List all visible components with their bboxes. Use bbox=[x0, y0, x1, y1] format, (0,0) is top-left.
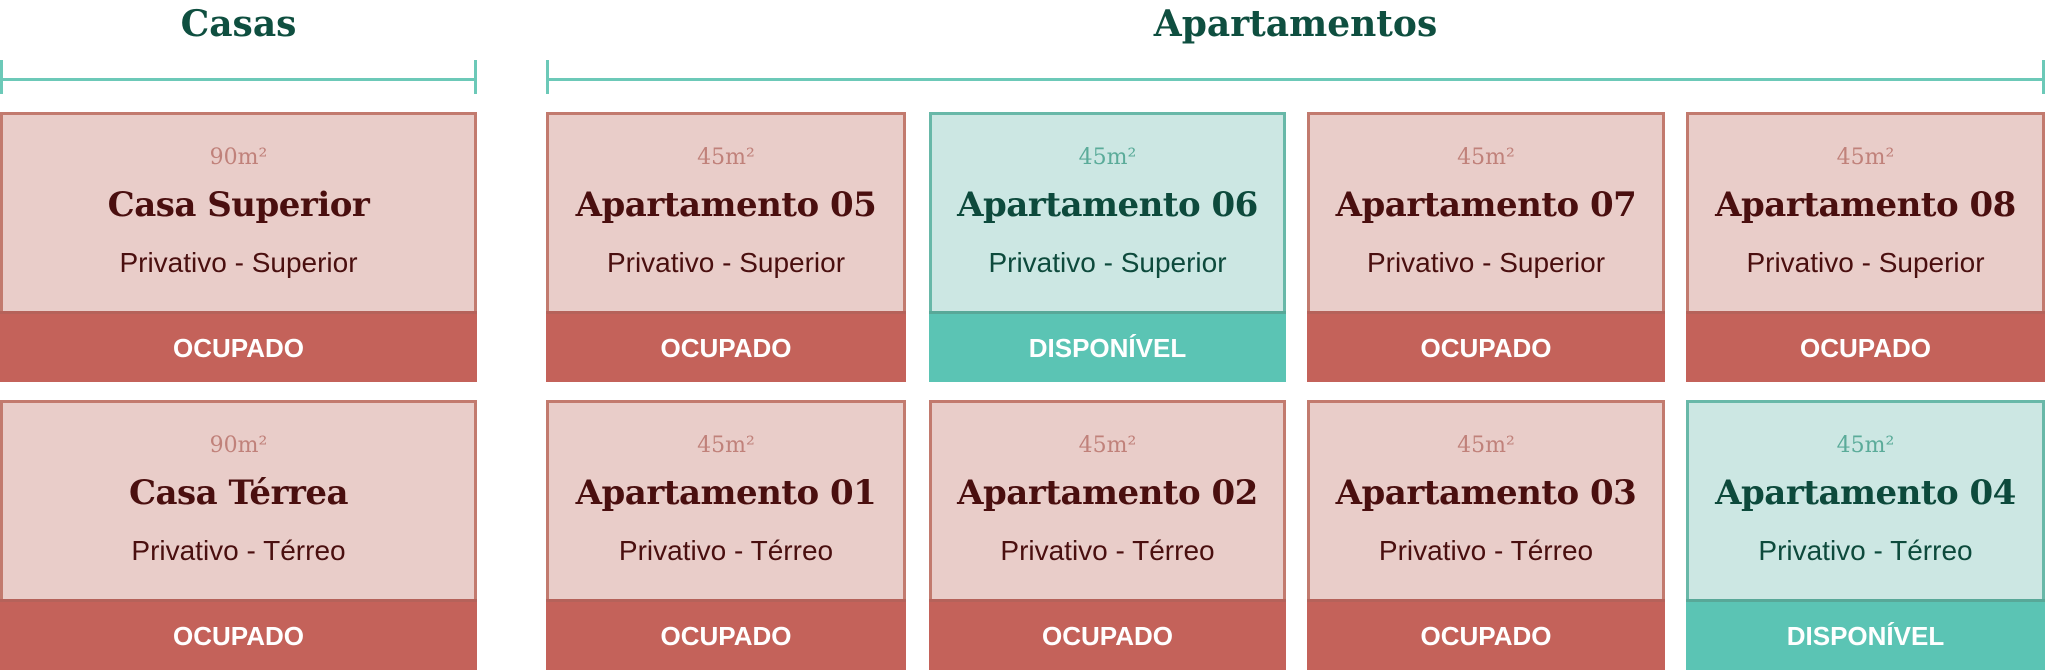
unit-name: Apartamento 07 bbox=[1335, 185, 1637, 225]
unit-area: 45m² bbox=[1078, 145, 1137, 170]
unit-type: Privativo - Térreo bbox=[131, 535, 346, 566]
status-badge: OCUPADO bbox=[0, 599, 477, 670]
unit-name: Apartamento 06 bbox=[957, 185, 1258, 225]
unit-name: Casa Térrea bbox=[128, 473, 349, 513]
unit-type: Privativo - Superior bbox=[988, 247, 1227, 278]
status-badge: OCUPADO bbox=[1307, 599, 1665, 670]
unit-area: 45m² bbox=[697, 145, 755, 170]
unit-type: Privativo - Superior bbox=[119, 247, 358, 278]
unit-card-apartamento-07[interactable]: 45m² Apartamento 07 Privativo - Superior OC… bbox=[1307, 112, 1665, 382]
apartamentos-bracket-divider bbox=[546, 60, 2045, 94]
status-badge: OCUPADO bbox=[929, 599, 1286, 670]
unit-type: Privativo - Superior bbox=[1746, 247, 1985, 278]
unit-area: 90m² bbox=[209, 433, 268, 458]
unit-card-apartamento-05[interactable]: 45m² Apartamento 05 Privativo - Superior OC… bbox=[546, 112, 906, 382]
status-badge: OCUPADO bbox=[546, 311, 906, 382]
unit-name: Apartamento 01 bbox=[575, 473, 877, 513]
unit-card-apartamento-08[interactable]: 45m² Apartamento 08 Privativo - Superior OC… bbox=[1686, 112, 2045, 382]
unit-area: 45m² bbox=[1836, 433, 1895, 458]
unit-card-apartamento-01[interactable]: 45m² Apartamento 01 Privativo - Térreo OCUP… bbox=[546, 400, 906, 670]
unit-card-casa-superior[interactable]: 90m² Casa Superior Privativo - Superior OCU… bbox=[0, 112, 477, 382]
unit-area: 45m² bbox=[1836, 145, 1895, 170]
unit-card-apartamento-02[interactable]: 45m² Apartamento 02 Privativo - Térreo OCUP… bbox=[929, 400, 1286, 670]
unit-area: 45m² bbox=[1457, 145, 1515, 170]
unit-area: 45m² bbox=[697, 433, 755, 458]
unit-area: 45m² bbox=[1457, 433, 1515, 458]
unit-name: Apartamento 03 bbox=[1335, 473, 1637, 513]
unit-name: Apartamento 08 bbox=[1715, 185, 2016, 225]
group-title-casas: Casas bbox=[180, 3, 297, 45]
unit-name: Apartamento 05 bbox=[575, 185, 877, 225]
status-badge: OCUPADO bbox=[0, 311, 477, 382]
unit-name: Casa Superior bbox=[107, 185, 370, 225]
unit-type: Privativo - Térreo bbox=[1378, 535, 1594, 566]
unit-card-apartamento-03[interactable]: 45m² Apartamento 03 Privativo - Térreo OCUP… bbox=[1307, 400, 1665, 670]
unit-type: Privativo - Superior bbox=[1366, 247, 1606, 278]
unit-card-apartamento-04[interactable]: 45m² Apartamento 04 Privativo - Térreo DISP… bbox=[1686, 400, 2045, 670]
unit-type: Privativo - Superior bbox=[606, 247, 846, 278]
status-badge: OCUPADO bbox=[1686, 311, 2045, 382]
unit-name: Apartamento 02 bbox=[957, 473, 1258, 513]
status-badge: OCUPADO bbox=[546, 599, 906, 670]
unit-card-casa-t-rrea[interactable]: 90m² Casa Térrea Privativo - Térreo OCUPADO bbox=[0, 400, 477, 670]
unit-area: 45m² bbox=[1078, 433, 1137, 458]
unit-type: Privativo - Térreo bbox=[1758, 535, 1973, 566]
casas-bracket-divider bbox=[0, 60, 477, 94]
unit-area: 90m² bbox=[209, 145, 268, 170]
unit-type: Privativo - Térreo bbox=[618, 535, 834, 566]
group-title-apartamentos: Apartamentos bbox=[1153, 3, 1438, 45]
status-badge: DISPONÍVEL bbox=[929, 311, 1286, 382]
unit-name: Apartamento 04 bbox=[1715, 473, 2016, 513]
unit-type: Privativo - Térreo bbox=[1000, 535, 1215, 566]
unit-card-apartamento-06[interactable]: 45m² Apartamento 06 Privativo - Superior DI… bbox=[929, 112, 1286, 382]
status-badge: DISPONÍVEL bbox=[1686, 599, 2045, 670]
status-badge: OCUPADO bbox=[1307, 311, 1665, 382]
